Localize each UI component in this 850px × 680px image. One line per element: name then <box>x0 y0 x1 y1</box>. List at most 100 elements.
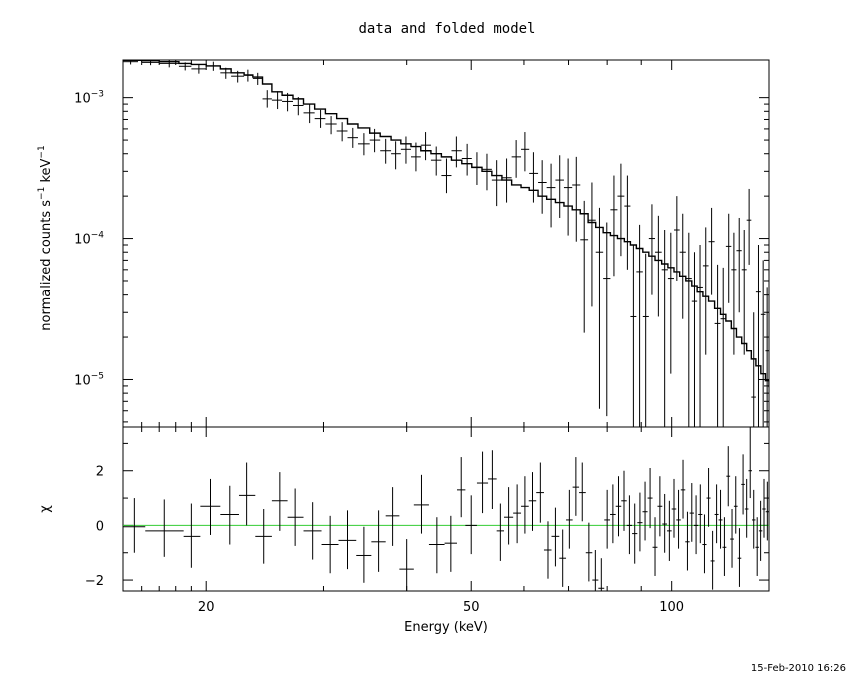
upper-y-tick-label: 10−3 <box>74 90 104 107</box>
residual-point <box>287 488 304 546</box>
residual-series <box>123 427 769 591</box>
lower-y-tick-labels: 2 0 −2 <box>85 465 104 589</box>
residual-point <box>604 489 611 549</box>
x-tick-label: 20 <box>198 600 215 615</box>
residual-point <box>338 510 357 570</box>
data-point <box>400 136 411 164</box>
data-point <box>636 224 643 427</box>
residual-point <box>528 472 537 531</box>
residual-point <box>444 515 457 572</box>
data-point <box>451 136 462 168</box>
data-point <box>220 67 232 79</box>
data-point <box>667 232 674 374</box>
upper-y-tick-label: 10−5 <box>74 371 104 388</box>
residual-point <box>744 478 749 538</box>
lower-y-tick-label: 2 <box>96 465 104 480</box>
residual-point <box>220 485 239 545</box>
data-point <box>685 232 692 427</box>
residual-point <box>741 454 745 515</box>
data-point <box>580 200 589 333</box>
residual-point <box>693 495 699 555</box>
residual-point <box>730 509 734 568</box>
residual-point <box>689 483 694 542</box>
data-point <box>461 143 472 176</box>
residual-point <box>714 484 719 544</box>
residual-point <box>726 446 731 507</box>
residual-point <box>657 476 663 537</box>
lower-y-tick-label: 0 <box>96 519 104 534</box>
residual-point <box>722 517 727 576</box>
residual-point <box>200 478 221 535</box>
data-point <box>661 230 668 427</box>
residual-point <box>572 457 580 516</box>
data-point <box>642 253 649 427</box>
residual-point <box>543 521 552 579</box>
data-point <box>282 92 293 112</box>
residual-point <box>521 476 529 534</box>
data-point <box>336 122 348 142</box>
residual-point <box>671 478 677 538</box>
data-point <box>252 72 263 85</box>
residual-point <box>765 481 769 541</box>
upper-y-tick-labels: 10−3 10−4 10−5 <box>74 90 104 389</box>
data-point <box>588 182 596 307</box>
residual-point <box>685 511 690 571</box>
data-point <box>123 60 139 65</box>
residual-point <box>621 470 627 531</box>
x-tick-label: 50 <box>463 600 480 615</box>
residual-point <box>385 487 400 546</box>
data-point <box>369 128 381 153</box>
residual-point <box>626 495 633 555</box>
residual-point <box>680 459 686 519</box>
data-point <box>271 91 283 110</box>
residual-point <box>271 472 288 531</box>
residual-point <box>496 503 504 561</box>
residual-point <box>647 468 653 529</box>
data-point <box>563 158 573 236</box>
data-point <box>765 287 769 427</box>
data-point <box>231 70 245 83</box>
residual-point <box>579 462 586 522</box>
residual-point <box>428 517 445 574</box>
data-point <box>617 163 625 257</box>
residual-point <box>718 489 723 549</box>
upper-y-axis-label: normalized counts s−1 keV−1 <box>37 145 54 330</box>
chart-title: data and folded model <box>358 21 535 37</box>
data-point <box>736 217 742 313</box>
data-point <box>511 140 522 178</box>
data-point <box>648 204 656 295</box>
data-point <box>141 60 160 66</box>
residual-point <box>123 498 146 553</box>
data-point <box>481 153 492 191</box>
data-point <box>714 264 721 427</box>
data-point <box>595 207 604 409</box>
folded-model-series <box>123 60 769 388</box>
data-point <box>697 245 703 427</box>
residual-point <box>399 539 414 591</box>
data-point <box>521 132 530 172</box>
data-point <box>679 213 686 319</box>
upper-y-tick-label: 10−4 <box>74 231 104 248</box>
residual-point <box>371 510 386 572</box>
data-point <box>262 90 272 108</box>
data-point <box>471 152 482 185</box>
data-point <box>380 138 392 164</box>
lower-panel-frame <box>122 426 770 592</box>
data-point <box>303 104 315 124</box>
data-point <box>430 146 442 176</box>
data-point <box>314 109 326 128</box>
data-point <box>555 155 564 218</box>
lower-y-tick-label: −2 <box>85 574 104 589</box>
residual-point <box>551 507 560 567</box>
residual-point <box>321 515 339 574</box>
data-point <box>292 97 304 116</box>
residual-point <box>702 514 707 574</box>
residual-point <box>559 529 567 587</box>
data-point <box>655 215 662 317</box>
data-point <box>720 267 726 427</box>
residual-point <box>698 484 703 544</box>
residual-point <box>513 484 522 544</box>
lower-y-axis-label: χ <box>38 505 53 513</box>
residual-point <box>592 550 599 591</box>
data-series <box>123 60 769 427</box>
